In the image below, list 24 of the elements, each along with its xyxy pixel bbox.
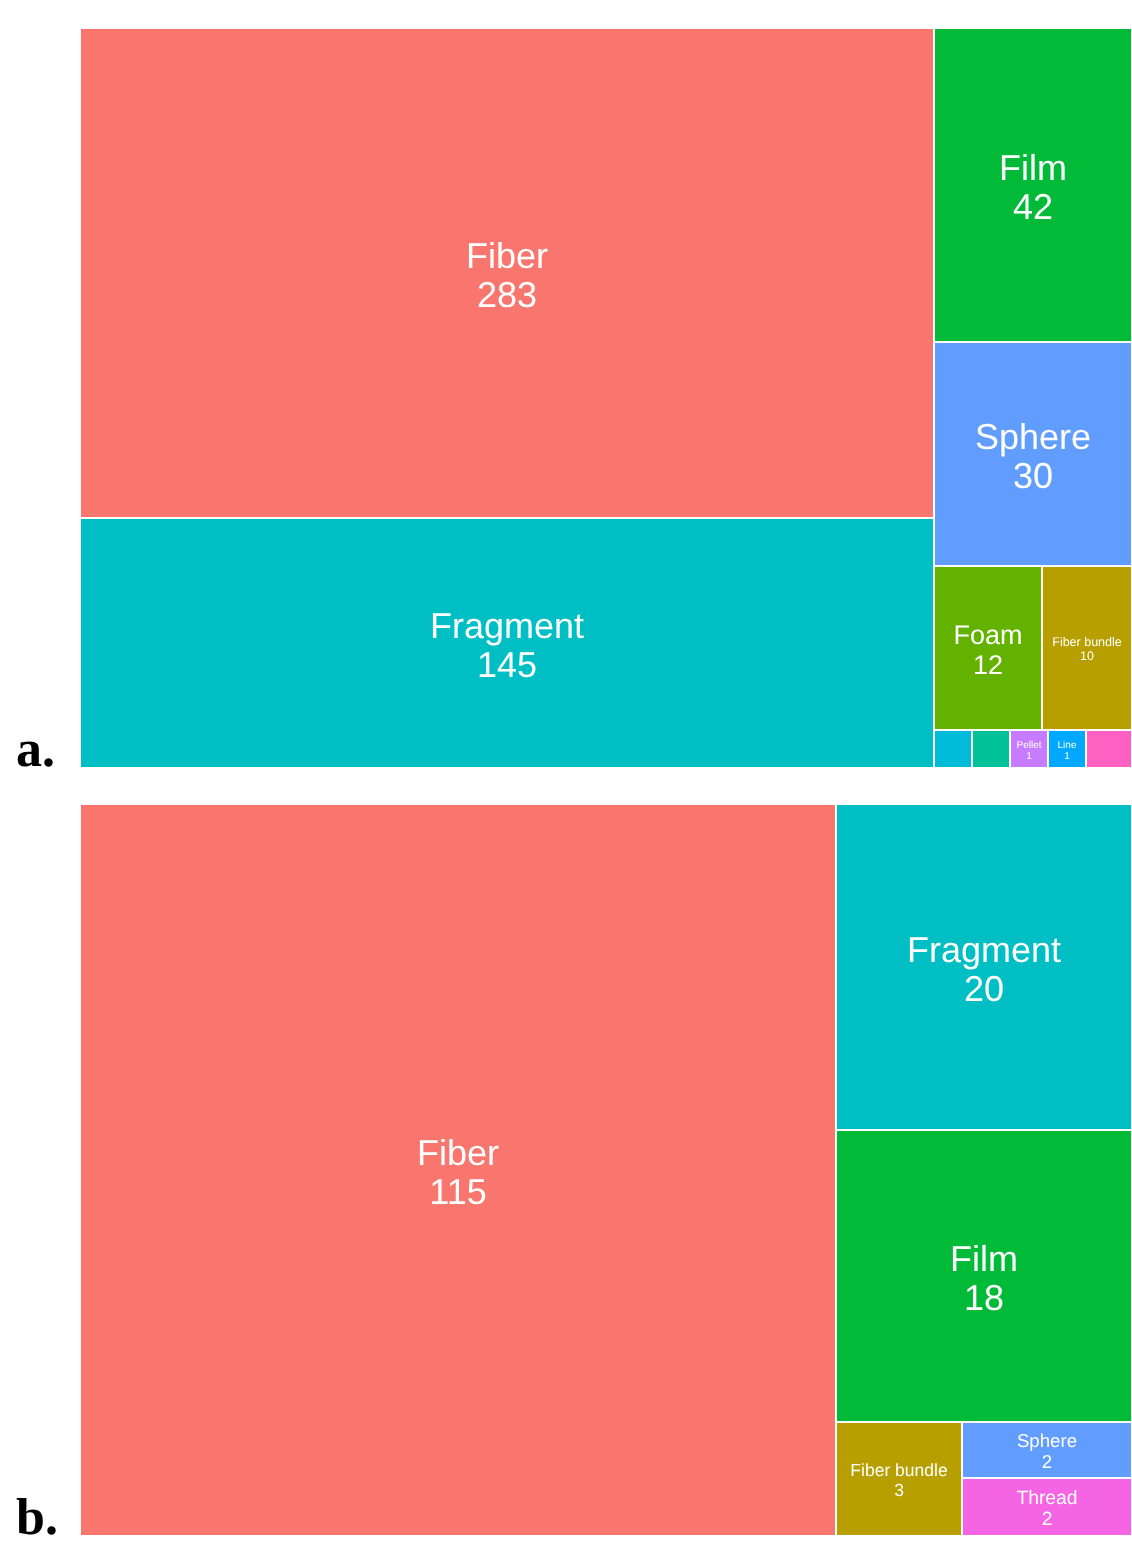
category-label: Fiber	[465, 235, 549, 276]
category-label: Sphere	[974, 416, 1092, 457]
category-label: Fragment	[906, 929, 1062, 970]
category-label: Film	[999, 147, 1067, 188]
text: b.	[16, 1488, 58, 1548]
data-label: 2	[1041, 1509, 1053, 1532]
category-label: Sphere	[1016, 1431, 1078, 1452]
data-label: 20	[963, 969, 1005, 1010]
data-label: 3	[894, 1479, 905, 1500]
category-label: Fiber	[416, 1132, 500, 1173]
data-label: 115	[429, 1172, 487, 1213]
data-label: 30	[1012, 456, 1054, 497]
category-label: Foam	[953, 619, 1023, 650]
data-label: 283	[476, 275, 538, 316]
data-label: 42	[1012, 187, 1054, 228]
data-label: 18	[963, 1278, 1005, 1319]
data-label: 2	[1041, 1451, 1053, 1472]
text: a.	[16, 720, 55, 780]
data-label: 12	[972, 649, 1004, 680]
category-label: Fragment	[429, 605, 585, 646]
category-label: Fiber bundle	[850, 1460, 948, 1481]
category-label: Film	[950, 1238, 1018, 1279]
category-label: Thread	[1016, 1488, 1078, 1511]
data-label: 145	[476, 645, 538, 686]
